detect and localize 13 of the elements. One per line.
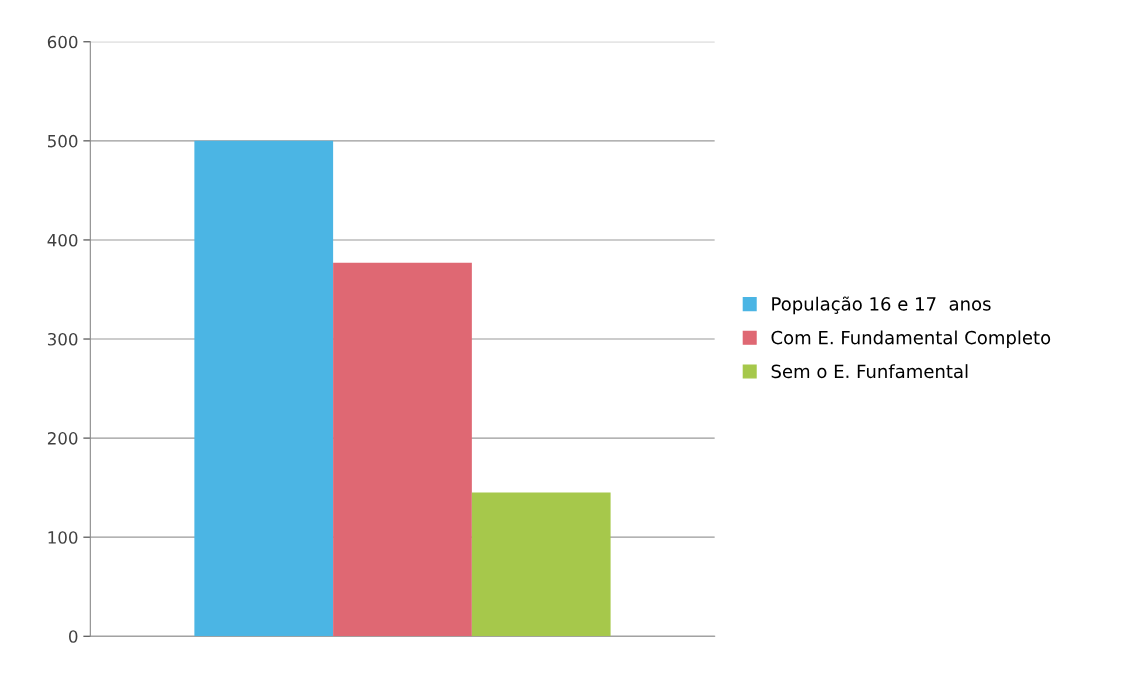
y-tick-label: 0 [69,630,78,643]
y-tick-label: 100 [48,531,78,544]
y-tick-label: 200 [47,432,78,445]
y-tick-label: 400 [47,233,78,247]
y-tick-label: 600 [47,35,78,49]
legend-label: Sem o E. Funfamental [771,364,968,379]
bar [471,492,611,637]
legend-label: População 16 e 17 anos [772,296,991,315]
bar [194,140,334,637]
bar [333,262,472,637]
y-tick-label: 300 [47,332,78,346]
legend-label: Com E. Fundamental Completo [771,330,1051,348]
y-tick-label: 500 [47,134,78,148]
